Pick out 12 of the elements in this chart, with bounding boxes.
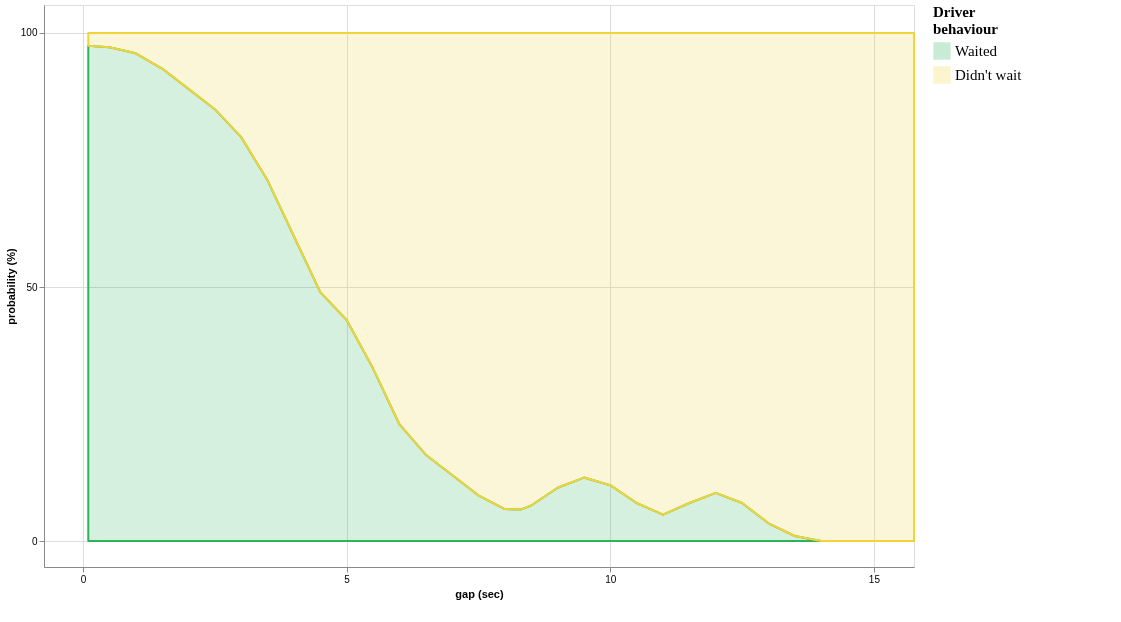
y-tick-label: 0 [31,535,38,547]
y-tick-label: 50 [26,281,38,293]
legend-label: Didn't wait [955,67,1023,83]
legend-label: Waited [955,43,998,59]
x-tick-label: 5 [344,573,351,585]
legend-title: Driver behaviour [933,4,999,37]
y-tick-label: 100 [20,27,38,39]
x-tick-label: 0 [80,573,87,585]
x-axis-title: gap (sec) [455,587,504,600]
x-tick-label: 10 [605,573,617,585]
y-axis-title: probability (%) [4,247,17,325]
x-tick-label: 15 [868,573,881,585]
